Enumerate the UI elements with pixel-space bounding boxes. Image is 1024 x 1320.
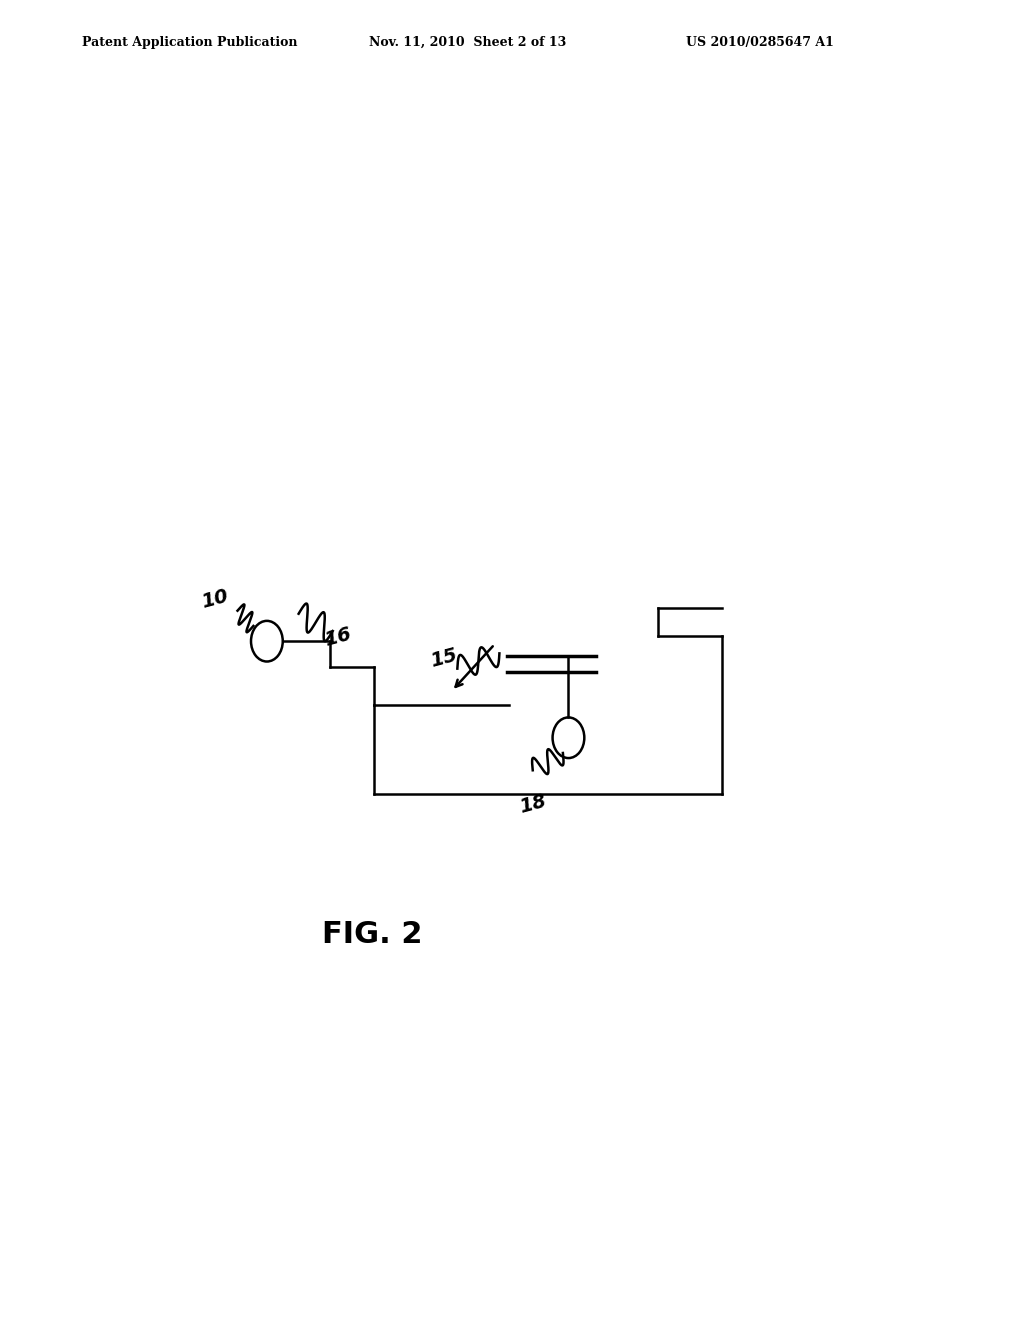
Text: Patent Application Publication: Patent Application Publication [82, 36, 297, 49]
Text: 18: 18 [517, 792, 548, 817]
Text: Nov. 11, 2010  Sheet 2 of 13: Nov. 11, 2010 Sheet 2 of 13 [369, 36, 566, 49]
Text: 16: 16 [323, 624, 353, 651]
Text: FIG. 2: FIG. 2 [323, 920, 423, 949]
Text: 10: 10 [200, 586, 230, 611]
Text: US 2010/0285647 A1: US 2010/0285647 A1 [686, 36, 834, 49]
Text: 15: 15 [428, 645, 459, 671]
